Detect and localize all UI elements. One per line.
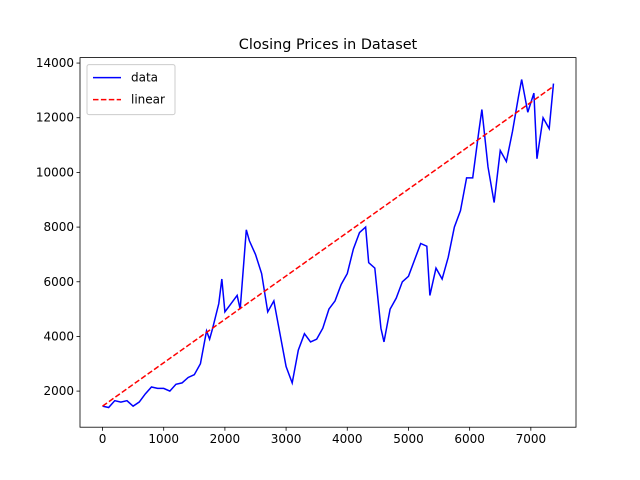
y-tick-label: 8000 [43, 220, 74, 234]
x-tick-label: 1000 [148, 432, 179, 446]
y-tick-label: 2000 [43, 384, 74, 398]
y-tick-label: 12000 [36, 111, 74, 125]
x-tick-label: 4000 [332, 432, 363, 446]
y-tick-label: 6000 [43, 275, 74, 289]
x-tick-label: 7000 [516, 432, 547, 446]
y-tick-label: 4000 [43, 329, 74, 343]
x-tick-label: 5000 [393, 432, 424, 446]
y-tick-label: 10000 [36, 165, 74, 179]
x-tick-label: 3000 [271, 432, 302, 446]
line-series [102, 79, 555, 409]
legend-label: linear [131, 93, 165, 107]
line-series [102, 85, 554, 407]
chart-title: Closing Prices in Dataset [239, 37, 418, 53]
x-tick-label: 2000 [210, 432, 241, 446]
legend-label: data [131, 71, 158, 85]
x-tick-label: 6000 [454, 432, 485, 446]
y-tick-label: 14000 [36, 56, 74, 70]
plot-frame [79, 57, 577, 428]
x-tick-label: 0 [99, 432, 107, 446]
